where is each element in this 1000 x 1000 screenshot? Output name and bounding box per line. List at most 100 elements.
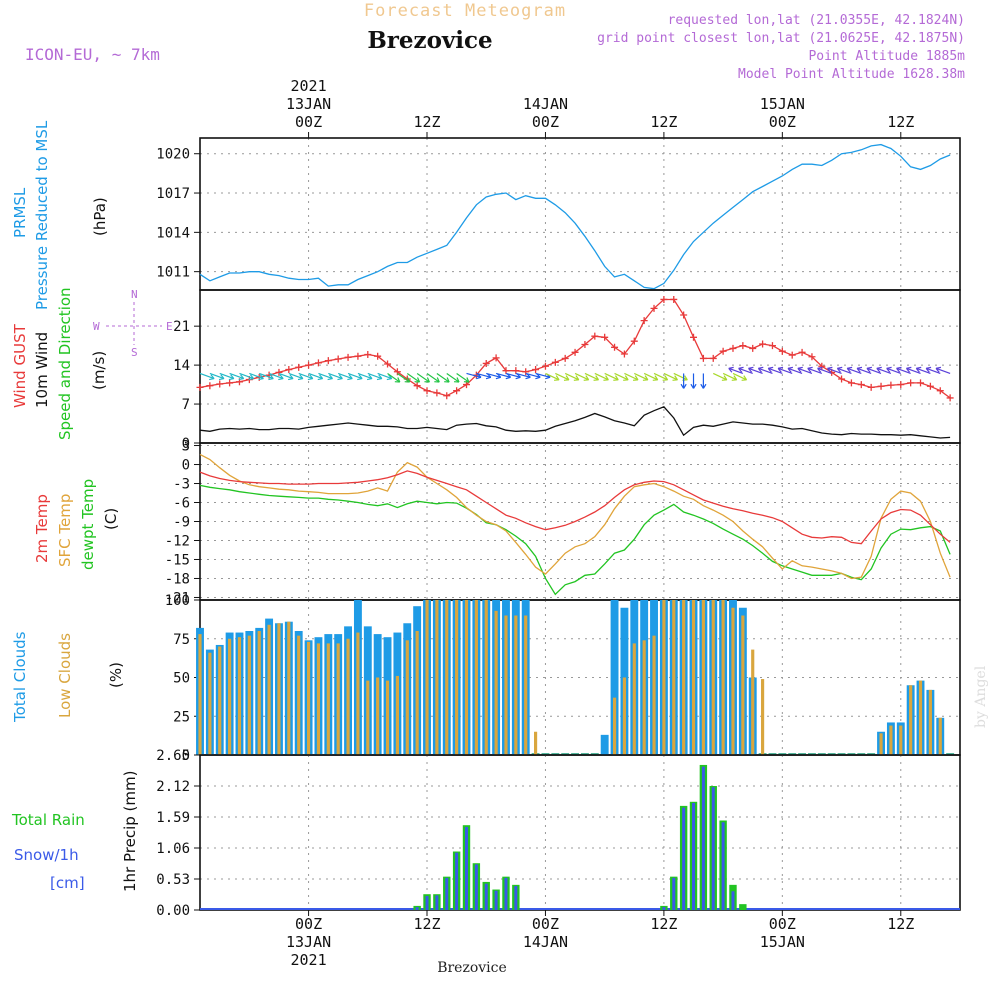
low-cloud-bar xyxy=(741,615,745,755)
wind-arrow-head xyxy=(876,366,882,373)
wind-arrow xyxy=(846,367,862,375)
wind-gust-marker xyxy=(808,353,816,361)
wind-arrow xyxy=(239,372,254,380)
wind-gust-marker xyxy=(561,354,569,362)
wind-arrow-head xyxy=(662,375,669,381)
wind-arrow-head xyxy=(680,383,687,389)
wind-gust-marker xyxy=(887,381,895,389)
wind-arrow xyxy=(495,372,511,378)
wind-arrow-head xyxy=(623,375,629,381)
wind-ytick-label: 7 xyxy=(182,397,190,413)
low-cloud-bar xyxy=(395,675,399,755)
wind-gust-marker xyxy=(324,357,332,365)
time-hour-top: 00Z xyxy=(532,113,559,131)
wind-gust-marker xyxy=(413,382,421,390)
low-cloud-bar xyxy=(662,600,666,755)
wind-arrow-head xyxy=(327,374,334,381)
pressure-line xyxy=(199,143,951,290)
low-cloud-bar xyxy=(425,600,429,755)
wind-arrow xyxy=(574,372,589,381)
compass-s: S xyxy=(131,346,138,359)
wind-arrow xyxy=(906,367,921,375)
compass-n: N xyxy=(131,288,138,301)
wind-arrow-head xyxy=(414,377,421,383)
wind-arrow-head xyxy=(218,374,225,381)
low-cloud-bar xyxy=(514,615,518,755)
wind-gust-marker xyxy=(492,354,500,362)
wind-gust-marker xyxy=(216,380,224,388)
wind-arrow-head xyxy=(424,377,430,383)
wind-arrow-head xyxy=(886,366,892,373)
wind-arrow xyxy=(732,372,747,381)
wind-arrow xyxy=(328,372,343,380)
wind-arrow xyxy=(387,372,401,383)
wind-gust-marker xyxy=(512,367,520,375)
wind-gust-marker xyxy=(709,354,717,362)
wind-gust-label: Wind GUST xyxy=(11,323,29,408)
wind-arrow xyxy=(663,372,678,381)
wind-gust-marker xyxy=(334,355,342,363)
wind-gust-marker xyxy=(433,389,441,397)
compass-rose: N W E S xyxy=(93,288,173,359)
snow-bar xyxy=(504,877,508,910)
low-cloud-bar xyxy=(534,731,538,755)
time-hour-bottom: 12Z xyxy=(887,915,914,933)
temp-ytick-label: -6 xyxy=(173,496,190,512)
snow-unit-label: [cm] xyxy=(50,874,85,892)
low-cloud-bar xyxy=(622,677,626,755)
title-top: Forecast Meteogram xyxy=(364,1,566,21)
time-date-bottom: 13JAN xyxy=(286,933,331,951)
wind-gust-marker xyxy=(364,351,372,359)
snow-bar xyxy=(721,822,725,910)
time-date-top: 14JAN xyxy=(523,95,568,113)
wind-arrow xyxy=(738,367,753,375)
wind-arrow xyxy=(318,372,333,380)
wind-arrow xyxy=(515,372,531,378)
pressure-ytick-label: 1017 xyxy=(156,186,190,202)
wind-arrow xyxy=(643,372,659,381)
low-clouds-label: Low Clouds xyxy=(56,633,74,718)
wind-arrow-head xyxy=(573,375,580,381)
wind-arrow-head xyxy=(258,374,264,381)
sfc-temp-line xyxy=(199,453,951,580)
wind-arrow xyxy=(426,372,440,383)
wind-speed-line xyxy=(199,406,951,439)
wind-arrow xyxy=(219,372,235,380)
snow-bar xyxy=(692,802,695,910)
compass-e: E xyxy=(166,320,173,333)
wind-arrow-head xyxy=(278,374,284,381)
low-cloud-bar xyxy=(257,631,261,755)
wind-10m-label: 10m Wind xyxy=(33,332,51,408)
wind-arrow-head xyxy=(444,377,450,383)
time-date-bottom: 15JAN xyxy=(760,933,805,951)
total-clouds-label: Total Clouds xyxy=(11,631,29,723)
clouds-ytick-label: 0 xyxy=(182,748,190,764)
temp-ytick-label: 3 xyxy=(182,439,190,455)
wind-arrow-head xyxy=(632,375,639,381)
low-cloud-bar xyxy=(761,679,765,755)
precip-ytick-label: 2.12 xyxy=(156,779,190,795)
wind-arrow xyxy=(722,372,737,381)
wind-ytick-label: 14 xyxy=(173,358,190,374)
wind-arrow xyxy=(614,372,629,381)
wind-gust-marker xyxy=(354,352,362,360)
temp-side-labels: 2m Temp SFC Temp dewpt Temp (C) xyxy=(33,479,120,570)
snow-bar xyxy=(701,766,705,910)
wind-arrow-head xyxy=(268,374,274,381)
precip-ytick-label: 2.65 xyxy=(156,748,190,764)
wind-arrow-head xyxy=(288,374,294,381)
wind-border xyxy=(199,289,961,444)
wind-arrow-head xyxy=(386,374,393,381)
wind-arrow xyxy=(308,372,323,380)
wind-gust-marker xyxy=(522,368,530,376)
temp-ytick-label: -18 xyxy=(165,571,190,587)
wind-gust-marker xyxy=(719,347,727,355)
wind-arrow-head xyxy=(738,366,744,373)
time-hour-bottom: 12Z xyxy=(413,915,440,933)
wind-arrow-head xyxy=(846,366,853,373)
wind-arrow-head xyxy=(297,374,304,381)
wind-arrow xyxy=(446,372,460,383)
